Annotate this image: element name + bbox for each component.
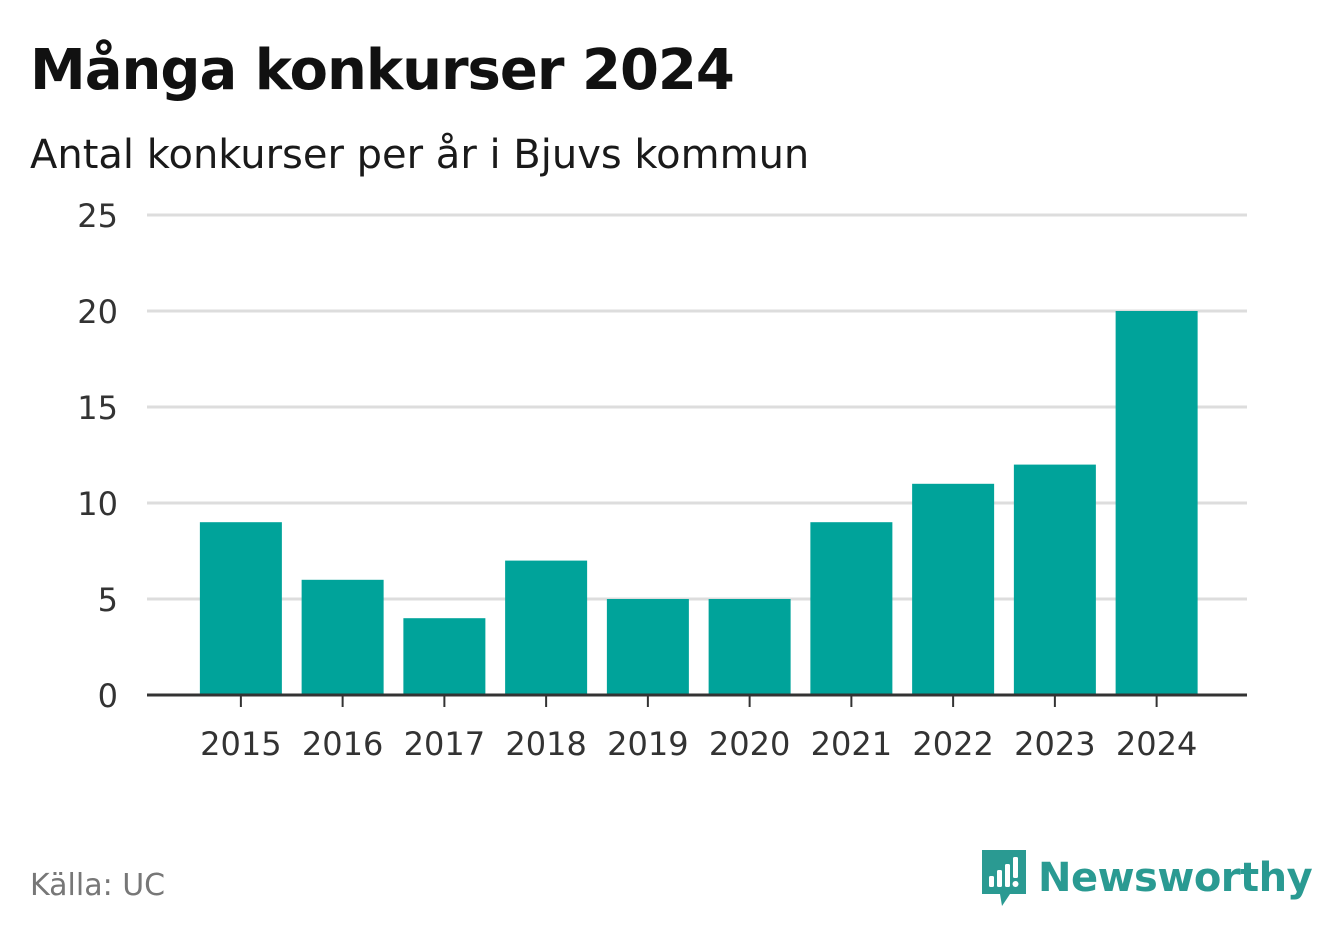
y-tick-label: 25 bbox=[77, 197, 118, 235]
x-tick-label: 2016 bbox=[302, 725, 383, 763]
y-tick-label: 15 bbox=[77, 389, 118, 427]
bar-2020 bbox=[708, 599, 791, 695]
bar-2024 bbox=[1115, 311, 1198, 695]
x-tick-label: 2021 bbox=[811, 725, 892, 763]
bar-2021 bbox=[810, 522, 893, 695]
bar-2018 bbox=[505, 560, 588, 695]
x-axis bbox=[147, 693, 1247, 707]
x-tick-label: 2015 bbox=[200, 725, 281, 763]
y-tick-label: 5 bbox=[98, 581, 118, 619]
x-tick-label: 2019 bbox=[607, 725, 688, 763]
x-tick-label: 2023 bbox=[1014, 725, 1095, 763]
bar-2016 bbox=[301, 579, 384, 695]
x-tick-label: 2017 bbox=[404, 725, 485, 763]
x-tick-label: 2024 bbox=[1116, 725, 1197, 763]
x-tick-label: 2022 bbox=[912, 725, 993, 763]
x-tick-labels: 2015 2016 2017 2018 2019 2020 2021 2022 2023 2024 bbox=[200, 725, 1197, 763]
source-note: Källa: UC bbox=[30, 868, 166, 903]
bar-2015 bbox=[199, 522, 282, 695]
bar-2022 bbox=[912, 483, 995, 695]
newsworthy-logo-icon bbox=[982, 850, 1026, 906]
y-tick-label: 10 bbox=[77, 485, 118, 523]
y-tick-label: 20 bbox=[77, 293, 118, 331]
x-tick-label: 2018 bbox=[505, 725, 586, 763]
y-tick-labels: 0 5 10 15 20 25 bbox=[77, 197, 118, 715]
y-tick-label: 0 bbox=[98, 677, 118, 715]
chart-subtitle: Antal konkurser per år i Bjuvs kommun bbox=[30, 132, 810, 178]
bar-2019 bbox=[606, 599, 689, 695]
bar-2023 bbox=[1013, 464, 1096, 695]
brand-name: Newsworthy bbox=[1038, 855, 1313, 901]
brand: Newsworthy bbox=[980, 848, 1313, 908]
chart-title: Många konkurser 2024 bbox=[30, 38, 735, 103]
bar-2017 bbox=[403, 618, 486, 695]
bars bbox=[199, 311, 1198, 695]
x-tick-label: 2020 bbox=[709, 725, 790, 763]
